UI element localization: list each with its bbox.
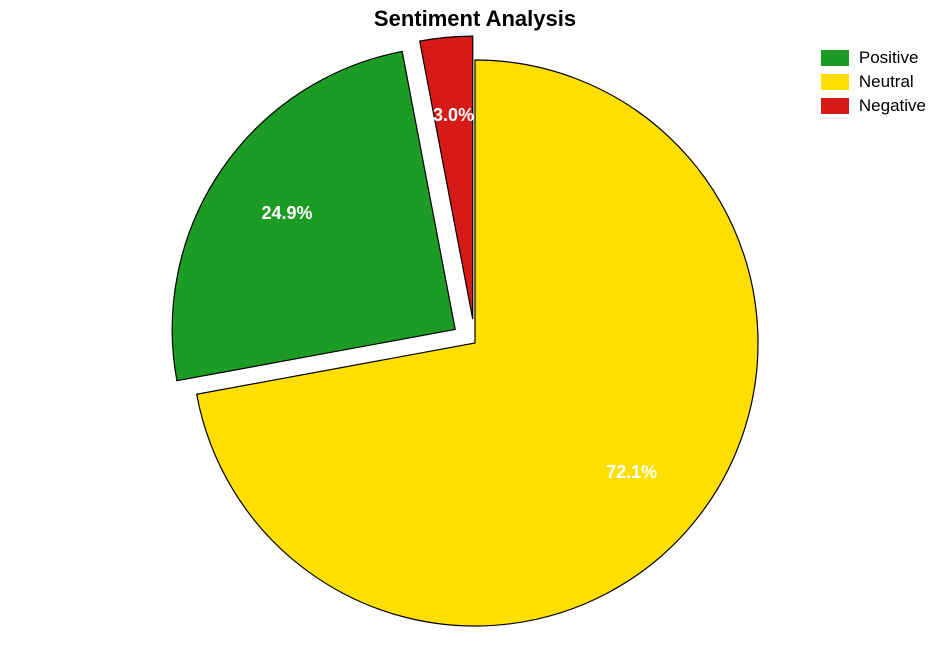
legend: Positive Neutral Negative: [821, 48, 926, 120]
pie-chart-svg: 72.1% 24.9% 3.0%: [0, 0, 950, 662]
legend-swatch: [821, 98, 849, 114]
legend-item-positive: Positive: [821, 48, 926, 68]
pie-chart-container: Sentiment Analysis 72.1%24.9%3.0% Positi…: [0, 0, 950, 662]
slice-label-positive: 24.9%: [262, 203, 313, 223]
legend-swatch: [821, 74, 849, 90]
legend-label: Negative: [859, 96, 926, 116]
legend-label: Positive: [859, 48, 919, 68]
legend-label: Neutral: [859, 72, 914, 92]
pie-slice-positive: [172, 51, 455, 380]
legend-swatch: [821, 50, 849, 66]
legend-item-negative: Negative: [821, 96, 926, 116]
slice-label-neutral: 72.1%: [606, 462, 657, 482]
slice-label-negative: 3.0%: [433, 105, 474, 125]
legend-item-neutral: Neutral: [821, 72, 926, 92]
